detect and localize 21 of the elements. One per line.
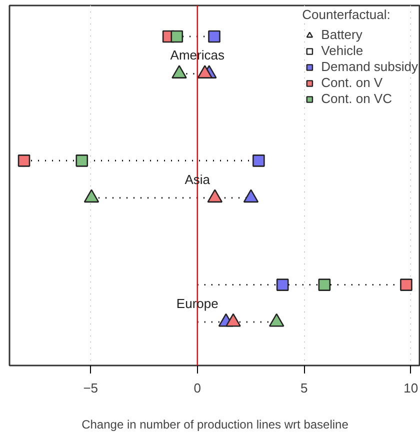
legend-label: Battery (321, 27, 362, 42)
legend-label: Cont. on V (321, 75, 383, 90)
x-tick-label: 10 (404, 380, 418, 396)
legend-label: Vehicle (321, 43, 364, 58)
point (18, 154, 30, 167)
point (76, 154, 88, 167)
point (208, 30, 220, 43)
point (170, 30, 184, 43)
point (226, 313, 241, 327)
point (84, 189, 100, 203)
x-tick-label: 5 (300, 380, 308, 396)
point (268, 313, 284, 327)
x-axis-title: Change in number of production lines wrt baseline (82, 418, 349, 432)
x-tick-label: −5 (83, 380, 98, 396)
x-tick-label: 0 (194, 380, 202, 396)
point (252, 154, 265, 167)
legend-label: Cont. on VC (321, 91, 392, 106)
legend-label: Demand subsidy (321, 59, 418, 74)
legend-title: Counterfactual: (302, 7, 392, 22)
point (243, 189, 259, 203)
point (207, 189, 223, 203)
